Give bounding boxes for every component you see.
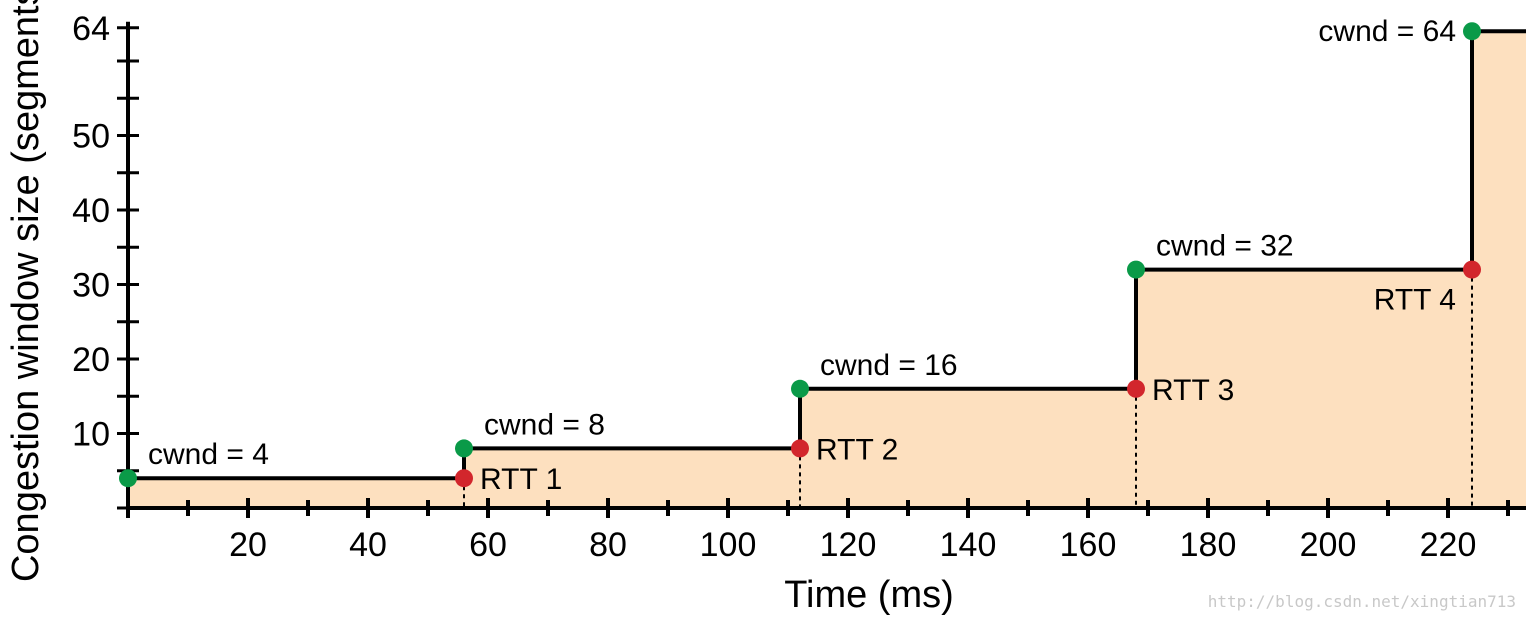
annotations: cwnd = 4 cwnd = 8 cwnd = 16 cwnd = 32 cwnd =… (148, 15, 1456, 496)
rtt-label-2: RTT 2 (816, 433, 898, 466)
area-fill (128, 31, 1526, 508)
rtt-point-4 (1463, 260, 1481, 279)
step-line (128, 29, 1526, 481)
x-tick-label: 200 (1300, 526, 1357, 564)
cwnd-point-2 (455, 439, 473, 458)
rtt-point-2 (791, 439, 809, 458)
rtt-point-1 (455, 469, 473, 488)
x-tick-label: 40 (349, 526, 387, 564)
x-axis-title: Time (ms) (784, 574, 954, 616)
y-axis-title: Congestion window size (segments) (5, 0, 47, 582)
y-tick-label: 64 (72, 10, 110, 48)
y-ticks: 10 20 30 40 50 64 (72, 10, 139, 510)
x-ticks: 20 40 60 80 100 120 140 160 180 200 220 (126, 498, 1510, 564)
y-tick-label: 40 (72, 192, 110, 230)
x-tick-label: 80 (589, 526, 627, 564)
x-tick-label: 60 (469, 526, 507, 564)
cwnd-label-1: cwnd = 4 (148, 438, 269, 471)
y-tick-label: 30 (72, 267, 110, 305)
cwnd-label-3: cwnd = 16 (820, 349, 958, 382)
cwnd-point-5 (1463, 22, 1481, 41)
x-tick-label: 160 (1060, 526, 1117, 564)
x-tick-label: 100 (700, 526, 757, 564)
cwnd-point-3 (791, 379, 809, 398)
cwnd-label-4: cwnd = 32 (1156, 230, 1294, 263)
y-tick-label: 50 (72, 118, 110, 156)
x-tick-label: 180 (1180, 526, 1237, 564)
cwnd-label-5: cwnd = 64 (1318, 15, 1456, 48)
rtt-dashed-lines (463, 269, 1473, 508)
rtt-label-3: RTT 3 (1152, 374, 1234, 407)
rtt-label-4: RTT 4 (1374, 284, 1456, 317)
x-tick-label: 140 (940, 526, 997, 564)
rtt-point-3 (1127, 379, 1145, 398)
watermark: http://blog.csdn.net/xingtian713 (1208, 592, 1516, 611)
y-tick-label: 20 (72, 341, 110, 379)
cwnd-point-4 (1127, 260, 1145, 279)
x-tick-label: 20 (229, 526, 267, 564)
rtt-label-1: RTT 1 (480, 463, 562, 496)
x-tick-label: 120 (820, 526, 877, 564)
y-tick-label: 10 (72, 416, 110, 454)
cwnd-label-2: cwnd = 8 (484, 408, 605, 441)
data-points (119, 22, 1481, 488)
x-tick-label: 220 (1420, 526, 1477, 564)
cwnd-point-1 (119, 469, 137, 488)
